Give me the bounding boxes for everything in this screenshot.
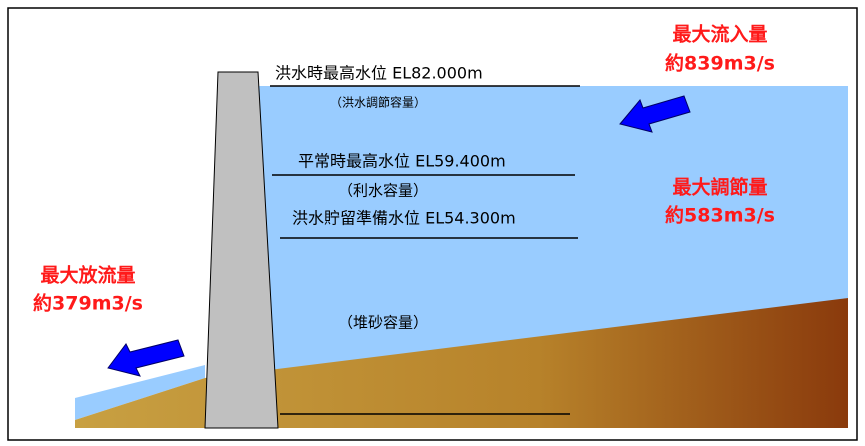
level-label: 平常時最高水位 EL59.400m (298, 152, 506, 171)
flow-value: 約379m3/s (33, 292, 143, 315)
flow-value: 約583m3/s (665, 204, 775, 227)
inflow-arrow (619, 95, 691, 133)
capacity-label: （洪水調節容量） (330, 95, 426, 110)
downstream-water (75, 365, 205, 420)
flow-title: 最大放流量 (40, 264, 135, 287)
dam-body (204, 71, 279, 429)
flow-value: 約839m3/s (665, 52, 775, 75)
outflow-arrow (107, 339, 185, 377)
level-label: 洪水時最高水位 EL82.000m (275, 64, 483, 83)
flow-title: 最大流入量 (672, 23, 767, 46)
reservoir-water (258, 86, 848, 388)
capacity-label: （利水容量） (338, 182, 428, 200)
flow-title: 最大調節量 (672, 176, 767, 199)
capacity-label: （堆砂容量） (338, 314, 428, 332)
level-label: 洪水貯留準備水位 EL54.300m (292, 209, 516, 228)
